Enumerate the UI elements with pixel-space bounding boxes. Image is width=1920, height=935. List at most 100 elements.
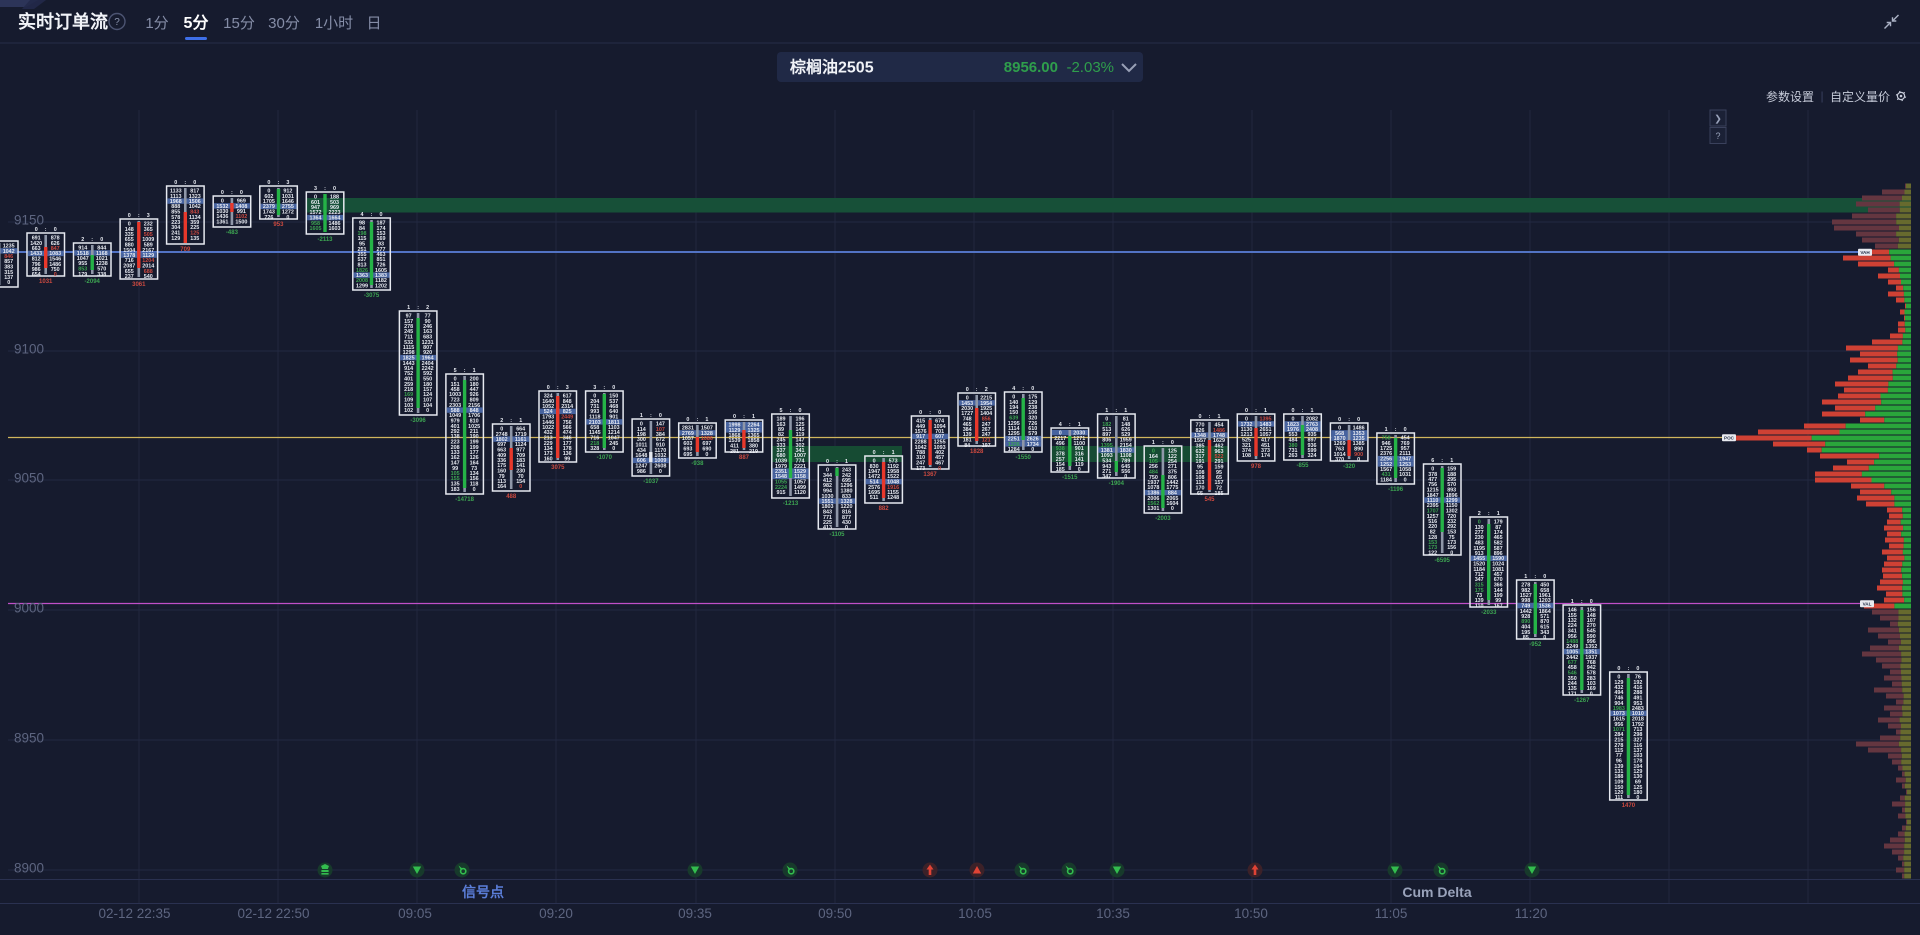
svg-text:2351: 2351 bbox=[775, 469, 787, 475]
svg-text:1719: 1719 bbox=[515, 432, 527, 438]
svg-text:0: 0 bbox=[1292, 417, 1295, 423]
svg-text::: : bbox=[883, 450, 885, 456]
svg-text:690: 690 bbox=[702, 447, 711, 453]
svg-text:1: 1 bbox=[892, 450, 895, 456]
svg-text::: : bbox=[836, 459, 838, 465]
svg-text:98: 98 bbox=[359, 221, 365, 227]
svg-text:160: 160 bbox=[497, 469, 506, 475]
svg-text:85: 85 bbox=[1523, 635, 1529, 641]
svg-text:271: 271 bbox=[1168, 464, 1177, 470]
svg-text:0: 0 bbox=[733, 414, 736, 420]
svg-text:247: 247 bbox=[982, 422, 991, 428]
svg-text:454: 454 bbox=[1215, 423, 1224, 429]
svg-text:1348: 1348 bbox=[1194, 433, 1206, 439]
svg-text:914: 914 bbox=[404, 366, 413, 372]
svg-text:178: 178 bbox=[1633, 759, 1642, 765]
svg-text:116: 116 bbox=[1634, 743, 1643, 749]
svg-text:726: 726 bbox=[1028, 421, 1037, 427]
svg-text:1120: 1120 bbox=[794, 490, 806, 496]
svg-text:99: 99 bbox=[564, 457, 570, 463]
svg-text:1522: 1522 bbox=[887, 474, 899, 480]
svg-text:3061: 3061 bbox=[132, 282, 146, 288]
svg-text:124: 124 bbox=[423, 392, 432, 398]
svg-text:0: 0 bbox=[1152, 449, 1155, 455]
svg-text:-952: -952 bbox=[1529, 642, 1542, 648]
svg-text:338: 338 bbox=[97, 272, 106, 278]
svg-text:6: 6 bbox=[1431, 458, 1434, 464]
svg-text:-1196: -1196 bbox=[1388, 487, 1404, 493]
svg-text:245: 245 bbox=[609, 441, 618, 447]
svg-text:943: 943 bbox=[1102, 464, 1111, 470]
svg-text:1364: 1364 bbox=[310, 216, 322, 222]
svg-text:1395: 1395 bbox=[1260, 417, 1272, 423]
svg-text:896: 896 bbox=[1494, 551, 1503, 557]
svg-text:0: 0 bbox=[593, 394, 596, 400]
svg-text:844: 844 bbox=[97, 246, 106, 252]
svg-text:374: 374 bbox=[1242, 448, 1251, 454]
svg-text:655: 655 bbox=[125, 237, 134, 243]
svg-text:1954: 1954 bbox=[980, 401, 992, 407]
svg-text:1825: 1825 bbox=[403, 356, 415, 362]
svg-text:855: 855 bbox=[171, 210, 180, 216]
svg-text:848: 848 bbox=[470, 408, 479, 414]
svg-text:2156: 2156 bbox=[468, 403, 480, 409]
svg-text:484: 484 bbox=[1149, 470, 1158, 476]
svg-text:982: 982 bbox=[1521, 588, 1530, 594]
svg-text:1648: 1648 bbox=[635, 453, 647, 459]
svg-text:1133: 1133 bbox=[170, 189, 182, 195]
svg-text:1443: 1443 bbox=[403, 361, 415, 367]
svg-text:102: 102 bbox=[404, 408, 413, 414]
svg-text:1298: 1298 bbox=[403, 350, 415, 356]
svg-text:245: 245 bbox=[777, 438, 786, 444]
svg-text:1518: 1518 bbox=[77, 251, 89, 257]
svg-text:807: 807 bbox=[423, 345, 432, 351]
svg-text:0: 0 bbox=[54, 272, 57, 278]
svg-text:0: 0 bbox=[286, 215, 289, 221]
svg-text:601: 601 bbox=[311, 200, 320, 206]
svg-text:670: 670 bbox=[1494, 577, 1503, 583]
svg-text:0: 0 bbox=[826, 459, 829, 465]
svg-text:341: 341 bbox=[1568, 629, 1577, 635]
svg-text:1420: 1420 bbox=[30, 241, 42, 247]
svg-text:2288: 2288 bbox=[915, 440, 927, 446]
svg-text:10:50: 10:50 bbox=[1234, 906, 1268, 921]
svg-text:1539: 1539 bbox=[729, 438, 741, 444]
svg-text:135: 135 bbox=[190, 236, 199, 242]
svg-text:380: 380 bbox=[749, 444, 758, 450]
svg-text:2: 2 bbox=[1478, 511, 1481, 517]
svg-text:0: 0 bbox=[1543, 574, 1546, 580]
svg-text:1828: 1828 bbox=[970, 449, 984, 455]
svg-text:958: 958 bbox=[311, 221, 320, 227]
svg-text:1615: 1615 bbox=[1613, 717, 1625, 723]
svg-text:173: 173 bbox=[544, 451, 553, 457]
svg-text:409: 409 bbox=[497, 453, 506, 459]
svg-text:263: 263 bbox=[1289, 453, 1298, 459]
svg-text:196: 196 bbox=[796, 417, 805, 423]
svg-text:130: 130 bbox=[1475, 525, 1484, 531]
svg-text:336: 336 bbox=[497, 458, 506, 464]
svg-text:93: 93 bbox=[378, 242, 384, 248]
svg-text:2576: 2576 bbox=[868, 485, 880, 491]
svg-text:107: 107 bbox=[656, 427, 665, 433]
svg-text:2626: 2626 bbox=[1027, 437, 1039, 443]
svg-text:709: 709 bbox=[516, 453, 525, 459]
svg-text:2264: 2264 bbox=[748, 423, 760, 429]
svg-text:384: 384 bbox=[656, 432, 665, 438]
svg-text:1214: 1214 bbox=[608, 430, 620, 436]
svg-text:1328: 1328 bbox=[701, 431, 713, 437]
svg-text:1030: 1030 bbox=[822, 494, 834, 500]
svg-text:1057: 1057 bbox=[1260, 432, 1272, 438]
svg-text:693: 693 bbox=[683, 447, 692, 453]
svg-text:1706: 1706 bbox=[468, 413, 480, 419]
svg-text:380: 380 bbox=[1289, 443, 1298, 449]
svg-text:267: 267 bbox=[982, 427, 991, 433]
svg-text:1976: 1976 bbox=[1287, 427, 1299, 433]
svg-text:1864: 1864 bbox=[1539, 609, 1551, 615]
svg-text:1436: 1436 bbox=[216, 214, 228, 220]
svg-text:1129: 1129 bbox=[142, 253, 154, 259]
svg-text:135: 135 bbox=[1568, 686, 1577, 692]
svg-text:3: 3 bbox=[314, 186, 317, 192]
svg-text:1870: 1870 bbox=[1334, 436, 1346, 442]
svg-text:141: 141 bbox=[1075, 457, 1084, 463]
svg-text::: : bbox=[417, 305, 419, 311]
